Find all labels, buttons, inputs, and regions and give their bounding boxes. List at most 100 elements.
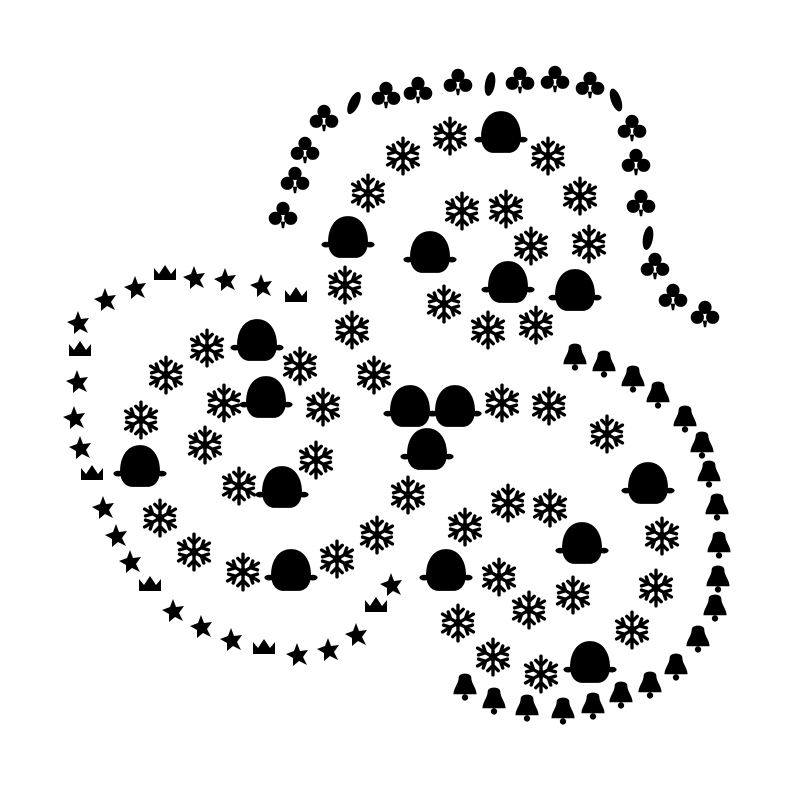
star-icon bbox=[286, 643, 308, 666]
crown-icon bbox=[365, 597, 387, 612]
snowflake-icon bbox=[614, 610, 650, 650]
snowflake-icon bbox=[518, 305, 554, 345]
bell-icon bbox=[664, 653, 688, 681]
trefoil-icon bbox=[617, 114, 647, 142]
snowflake-icon bbox=[221, 466, 257, 506]
penguin-icon bbox=[419, 549, 473, 591]
bell-icon bbox=[482, 687, 506, 715]
penguin-icon bbox=[481, 261, 535, 303]
crown-icon bbox=[253, 639, 275, 654]
snowflake-icon bbox=[532, 488, 568, 528]
snowflake-icon bbox=[447, 507, 483, 547]
star-icon bbox=[345, 623, 367, 646]
penguin-icon bbox=[474, 111, 528, 153]
crown-icon bbox=[139, 576, 161, 591]
snowflake-icon bbox=[488, 189, 524, 229]
penguin-icon bbox=[383, 385, 437, 427]
penguin-icon bbox=[230, 319, 284, 361]
star-icon bbox=[317, 638, 339, 661]
trefoil-icon bbox=[626, 189, 656, 217]
snowflake-icon bbox=[432, 116, 468, 156]
star-icon bbox=[250, 274, 272, 297]
snowflake-icon bbox=[189, 328, 225, 368]
snowflake-icon bbox=[484, 383, 520, 423]
snowflake-icon bbox=[555, 575, 591, 615]
trefoil-icon bbox=[280, 166, 310, 194]
snowflake-icon bbox=[123, 400, 159, 440]
penguin-icon bbox=[264, 549, 318, 591]
star-icon bbox=[214, 268, 236, 291]
penguin-icon bbox=[255, 466, 309, 508]
trefoil-icon bbox=[690, 300, 720, 328]
snowflake-icon bbox=[644, 516, 680, 556]
penguin-icon bbox=[621, 462, 675, 504]
star-icon bbox=[124, 276, 146, 299]
snowflake-icon bbox=[475, 637, 511, 677]
bell-icon bbox=[703, 594, 727, 622]
leaf-icon bbox=[607, 87, 625, 113]
bell-icon bbox=[621, 365, 645, 393]
trefoil-icon bbox=[640, 252, 670, 280]
star-icon bbox=[92, 496, 114, 519]
snowflake-icon bbox=[142, 498, 178, 538]
snowflake-icon bbox=[319, 539, 355, 579]
star-icon bbox=[183, 266, 205, 289]
snowflake-icon bbox=[350, 173, 386, 213]
penguin-icon bbox=[428, 385, 482, 427]
snowflake-icon bbox=[187, 425, 223, 465]
bell-icon bbox=[706, 565, 730, 593]
bell-icon bbox=[592, 350, 616, 378]
snowflake-icon bbox=[225, 552, 261, 592]
snowflake-icon bbox=[440, 603, 476, 643]
star-icon bbox=[105, 524, 127, 547]
star-icon bbox=[69, 436, 91, 459]
snowflake-icon bbox=[562, 176, 598, 216]
snowflake-icon bbox=[334, 310, 370, 350]
snowflake-icon bbox=[176, 532, 212, 572]
trefoil-icon bbox=[658, 283, 688, 311]
bell-icon bbox=[551, 697, 575, 725]
snowflake-icon bbox=[356, 355, 392, 395]
bell-icon bbox=[515, 694, 539, 722]
leaf-icon bbox=[344, 90, 364, 116]
trefoil-icon bbox=[371, 81, 401, 109]
snowflake-icon bbox=[513, 226, 549, 266]
snowflake-icon bbox=[298, 440, 334, 480]
crown-icon bbox=[81, 465, 103, 480]
penguin-icon bbox=[548, 269, 602, 311]
snowflake-icon bbox=[444, 191, 480, 231]
star-icon bbox=[162, 599, 184, 622]
snowflake-icon bbox=[206, 383, 242, 423]
trefoil-icon bbox=[621, 148, 651, 176]
bell-icon bbox=[690, 431, 714, 459]
crown-icon bbox=[69, 341, 91, 356]
bell-icon bbox=[563, 343, 587, 371]
star-icon bbox=[94, 288, 116, 311]
snowflake-icon bbox=[530, 136, 566, 176]
bell-icon bbox=[638, 671, 662, 699]
snowflake-icon bbox=[571, 224, 607, 264]
trefoil-icon bbox=[309, 104, 339, 132]
bell-icon bbox=[609, 681, 633, 709]
leaf-icon bbox=[640, 225, 656, 251]
penguin-icon bbox=[113, 445, 167, 487]
penguin-icon bbox=[321, 216, 375, 258]
star-icon bbox=[220, 628, 242, 651]
snowflake-icon bbox=[511, 590, 547, 630]
bell-icon bbox=[453, 673, 477, 701]
star-icon bbox=[66, 370, 88, 393]
trefoil-icon bbox=[575, 71, 605, 99]
snowflake-icon bbox=[531, 386, 567, 426]
star-icon bbox=[119, 550, 141, 573]
snowflake-icon bbox=[385, 136, 421, 176]
leaf-icon bbox=[482, 71, 498, 97]
star-icon bbox=[380, 573, 402, 596]
snowflake-icon bbox=[523, 654, 559, 694]
ornament-pattern bbox=[63, 65, 731, 725]
snowflake-icon bbox=[390, 475, 426, 515]
trefoil-icon bbox=[505, 66, 535, 94]
penguin-icon bbox=[239, 376, 293, 418]
trefoil-icon bbox=[540, 65, 570, 93]
trefoil-icon bbox=[403, 76, 433, 104]
snowflake-icon bbox=[470, 310, 506, 350]
